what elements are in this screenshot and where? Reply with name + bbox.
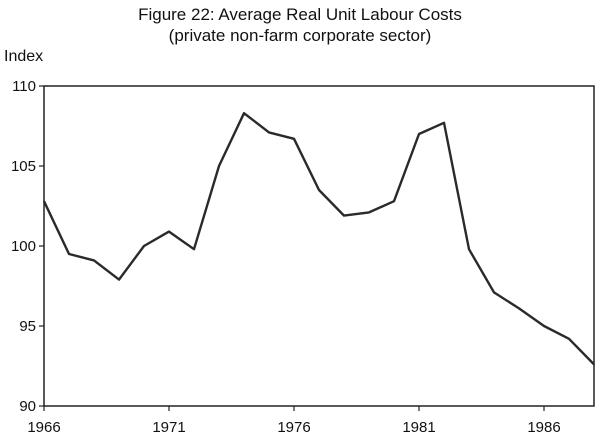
axis-ticks: [39, 85, 545, 411]
data-point: [368, 211, 370, 214]
x-tick-label: 1981: [402, 419, 435, 436]
data-point: [193, 248, 195, 250]
data-point: [68, 253, 70, 255]
y-tick-label: 100: [11, 238, 36, 255]
x-tick-label: 1986: [527, 419, 560, 436]
data-point: [118, 278, 120, 281]
data-point: [143, 245, 145, 247]
chart-title-block: Figure 22: Average Real Unit Labour Cost…: [0, 4, 600, 46]
data-point: [393, 200, 395, 202]
data-point: [443, 122, 445, 124]
data-point: [168, 230, 170, 233]
data-point: [493, 291, 495, 294]
data-point: [268, 131, 270, 134]
data-point: [568, 338, 570, 340]
data-point: [468, 248, 470, 250]
y-tick-label: 90: [19, 398, 36, 415]
y-tick-label: 110: [12, 78, 36, 95]
y-tick-label: 105: [11, 158, 36, 175]
data-point: [43, 200, 45, 202]
data-point: [318, 189, 320, 191]
series-line: [42, 112, 595, 366]
chart-title: Figure 22: Average Real Unit Labour Cost…: [138, 5, 462, 24]
chart-subtitle: (private non-farm corporate sector): [168, 26, 432, 45]
plot-area-frame: [43, 85, 595, 407]
data-point: [518, 307, 520, 310]
data-point: [243, 112, 245, 114]
data-point: [593, 363, 595, 366]
x-tick-label: 1971: [152, 419, 185, 436]
y-axis-title: Index: [4, 48, 44, 65]
data-point: [543, 325, 545, 327]
data-point: [293, 138, 295, 140]
data-point: [93, 259, 95, 262]
data-point: [218, 165, 220, 167]
x-tick-label: 1966: [27, 419, 60, 436]
y-tick-label: 95: [19, 318, 36, 335]
data-point: [343, 214, 345, 217]
data-points: [43, 112, 595, 366]
axis-tick-labels: 90 95 100 105 110 1966 1971 1976 1981 1986: [11, 78, 561, 436]
x-tick-label: 1976: [277, 419, 310, 436]
data-point: [418, 133, 420, 135]
